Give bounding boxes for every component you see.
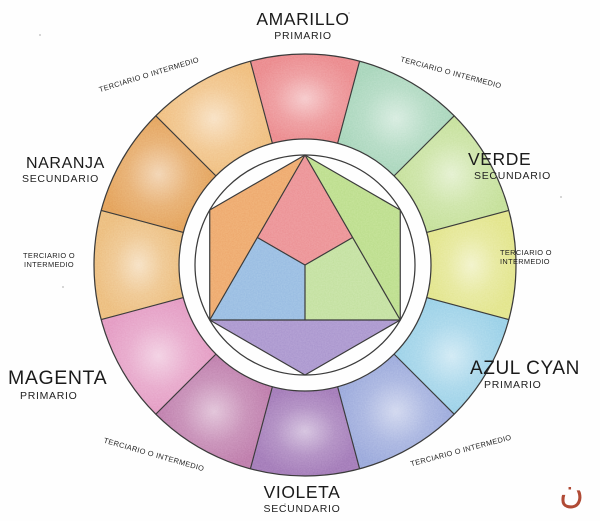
sector-divider — [101, 209, 184, 233]
outer-circle — [93, 53, 517, 477]
signature-glyph: ن — [559, 472, 584, 512]
sector-divider — [337, 61, 361, 144]
label-terciario-right: TERCIARIO O INTERMEDIO — [500, 248, 586, 267]
ring-inner-circle — [178, 138, 432, 392]
label-violeta: VIOLETA SECUNDARIO — [222, 482, 382, 515]
paper-speck — [284, 503, 286, 505]
label-amarillo-role: PRIMARIO — [274, 29, 332, 42]
label-verde-role: SECUNDARIO — [474, 169, 552, 182]
label-magenta: MAGENTA PRIMARIO — [8, 367, 138, 403]
label-amarillo: AMARILLO PRIMARIO — [213, 9, 393, 42]
sector-divider — [249, 386, 273, 469]
triangle-median — [304, 236, 353, 266]
label-magenta-name: MAGENTA — [8, 367, 108, 389]
inner-triangle-third — [257, 155, 353, 265]
sector-divider — [155, 115, 217, 177]
label-terciario-right-line2: INTERMEDIO — [500, 257, 550, 267]
sector-divider — [101, 297, 184, 321]
label-azul-cyan-name: AZUL CYAN — [470, 358, 580, 379]
label-magenta-role: PRIMARIO — [20, 389, 78, 402]
label-terciario-left-line2: INTERMEDIO — [24, 260, 74, 270]
label-verde: VERDE SECUNDARIO — [468, 149, 588, 182]
label-azul-cyan-role: PRIMARIO — [484, 379, 542, 392]
sector-divider — [426, 209, 509, 233]
hexagon-outline — [209, 154, 401, 376]
sector-divider — [393, 353, 455, 415]
sector-divider — [337, 386, 361, 469]
label-amarillo-name: AMARILLO — [256, 9, 350, 29]
sector-divider — [155, 353, 217, 415]
label-violeta-name: VIOLETA — [263, 482, 341, 502]
paper-speck — [348, 12, 350, 14]
label-violeta-role: SECUNDARIO — [263, 502, 341, 515]
label-azul-cyan: AZUL CYAN PRIMARIO — [470, 358, 600, 392]
label-naranja-role: SECUNDARIO — [22, 172, 100, 185]
inner-hex-corner — [209, 320, 401, 375]
outer-ring-shading — [94, 54, 516, 476]
triangle-median — [257, 236, 306, 266]
label-naranja: NARANJA SECUNDARIO — [12, 155, 132, 186]
sector-divider — [249, 61, 273, 144]
label-naranja-name: NARANJA — [26, 155, 105, 172]
inner-triangle-third — [209, 237, 305, 320]
paper-speck — [560, 196, 562, 198]
paper-speck — [62, 286, 64, 288]
sector-divider — [393, 115, 455, 177]
label-terciario-left: TERCIARIO O INTERMEDIO — [8, 251, 90, 270]
label-verde-name: VERDE — [468, 149, 532, 169]
label-terciario-right-line1: TERCIARIO O — [500, 248, 552, 257]
sector-divider — [426, 297, 509, 321]
inner-triangle-third — [305, 237, 401, 320]
label-terciario-left-line1: TERCIARIO O — [23, 251, 75, 260]
paper-speck — [39, 34, 41, 36]
sector-dividers — [101, 61, 509, 469]
inner-geometry-lines — [209, 154, 401, 376]
